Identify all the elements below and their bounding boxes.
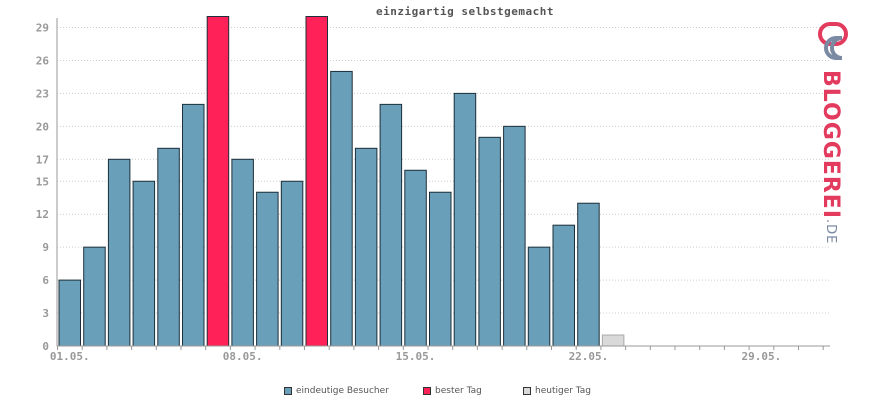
bar-visitors: [527, 246, 551, 347]
legend-item-today: heutiger Tag: [523, 386, 591, 396]
legend-label-today: heutiger Tag: [535, 386, 592, 396]
chart-title: einzigartig selbstgemacht: [375, 5, 555, 18]
bloggerei-logo: [808, 18, 868, 218]
bar-today: [601, 334, 625, 347]
y-tick-label: 15: [36, 175, 49, 188]
bar-visitors: [280, 180, 304, 347]
bloggerei-logo-text: BLOGGEREI.DE: [818, 70, 843, 244]
logo-name: BLOGGEREI: [818, 70, 843, 220]
bar-visitors: [107, 158, 131, 347]
bar-visitors: [429, 191, 452, 347]
legend-item-best-day: bester Tag: [423, 386, 482, 396]
logo-suffix: .DE: [823, 219, 838, 245]
y-tick-label: 0: [42, 340, 49, 353]
bar-visitors: [231, 158, 254, 347]
legend-label-best-day: bester Tag: [435, 386, 482, 396]
bar-visitors: [503, 125, 526, 347]
legend-label-visitors: eindeutige Besucher: [296, 386, 389, 396]
bar-visitors: [157, 147, 180, 347]
y-tick-label: 3: [42, 307, 49, 320]
legend-swatch-today: [523, 387, 531, 395]
x-tick-label: 29.05.: [741, 350, 781, 363]
legend-item-visitors: eindeutige Besucher: [284, 386, 389, 396]
bar-visitors: [132, 180, 156, 347]
bars: [58, 16, 625, 347]
bar-visitors: [478, 136, 501, 347]
bar-visitors: [256, 191, 279, 347]
y-tick-label: 20: [36, 120, 49, 133]
bar-visitors: [453, 92, 477, 347]
y-tick-label: 17: [36, 153, 49, 166]
y-tick-label: 26: [36, 54, 50, 67]
y-tick-label: 6: [42, 274, 49, 287]
legend-swatch-visitors: [284, 387, 292, 395]
bar-visitors: [58, 279, 81, 347]
bar-best: [305, 16, 328, 347]
bar-visitors: [354, 147, 378, 347]
bar-visitors: [330, 70, 353, 347]
x-tick-label: 22.05.: [569, 350, 609, 363]
y-tick-label: 29: [36, 21, 49, 34]
legend: eindeutige Besucher bester Tag heutiger …: [0, 386, 870, 398]
bar-visitors: [83, 246, 106, 347]
legend-swatch-best-day: [423, 387, 431, 395]
bar-visitors: [182, 103, 205, 347]
y-tick-label: 12: [36, 208, 49, 221]
y-tick-label: 9: [42, 241, 49, 254]
bar-best: [206, 16, 230, 347]
bar-visitors: [379, 103, 403, 347]
axes: [56, 18, 830, 350]
x-tick-label: 01.05.: [50, 350, 90, 363]
y-tick-labels: 0 3 6 9 12 15 17 20 23 26 29: [36, 21, 50, 353]
x-tick-labels: 01.05. 08.05. 15.05. 22.05. 29.05.: [50, 350, 781, 363]
bar-visitors: [404, 169, 427, 347]
bar-visitors: [552, 224, 575, 347]
y-tick-label: 23: [36, 87, 49, 100]
x-tick-label: 15.05.: [396, 350, 436, 363]
x-tick-label: 08.05.: [223, 350, 263, 363]
bloggerei-logo-icon: [818, 22, 848, 60]
bar-visitors: [577, 202, 600, 347]
